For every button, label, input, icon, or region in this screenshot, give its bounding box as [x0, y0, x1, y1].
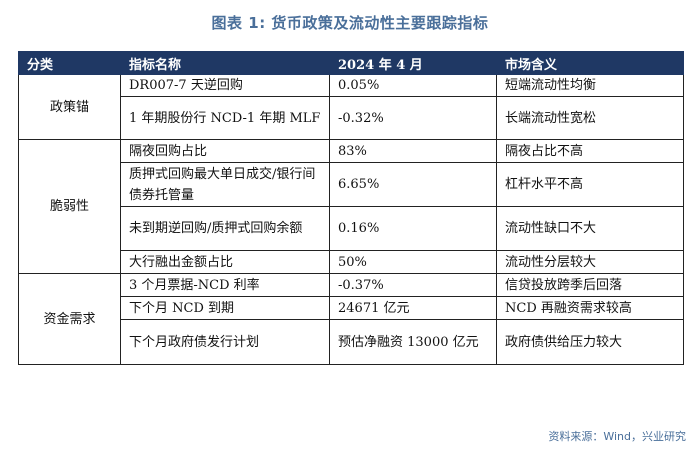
- header-indicator: 指标名称: [120, 51, 330, 75]
- indicator-cell: 质押式回购最大单日成交/银行间债券托管量: [120, 162, 330, 207]
- value-cell: 预估净融资 13000 亿元: [329, 319, 497, 365]
- header-period: 2024 年 4 月: [329, 51, 497, 75]
- meaning-cell: 政府债供给压力较大: [496, 319, 684, 365]
- meaning-cell: 长端流动性宽松: [496, 96, 684, 140]
- indicator-cell: 下个月政府债发行计划: [120, 319, 330, 365]
- header-row: 分类 指标名称 2024 年 4 月 市场含义: [18, 51, 684, 75]
- value-cell: 0.05%: [329, 74, 497, 97]
- indicator-cell: DR007-7 天逆回购: [120, 74, 330, 97]
- header-category: 分类: [18, 51, 121, 75]
- category-cell: 资金需求: [18, 273, 121, 365]
- table-row: 下个月政府债发行计划 预估净融资 13000 亿元 政府债供给压力较大: [19, 319, 684, 365]
- category-cell: 脆弱性: [18, 139, 121, 274]
- meaning-cell: 杠杆水平不高: [496, 162, 684, 207]
- indicator-cell: 下个月 NCD 到期: [120, 296, 330, 320]
- table-row: 大行融出金额占比 50% 流动性分层较大: [19, 250, 684, 274]
- meaning-cell: 信贷投放跨季后回落: [496, 273, 684, 297]
- indicator-cell: 隔夜回购占比: [120, 139, 330, 163]
- meaning-cell: 隔夜占比不高: [496, 139, 684, 163]
- value-cell: 6.65%: [329, 162, 497, 207]
- value-cell: -0.32%: [329, 96, 497, 140]
- figure-title: 图表 1: 货币政策及流动性主要跟踪指标: [211, 14, 489, 32]
- indicator-cell: 未到期逆回购/质押式回购余额: [120, 206, 330, 251]
- category-cell: 政策锚: [18, 74, 121, 140]
- header-meaning: 市场含义: [496, 51, 684, 75]
- value-cell: 83%: [329, 139, 497, 163]
- indicator-cell: 大行融出金额占比: [120, 250, 330, 274]
- meaning-cell: 流动性分层较大: [496, 250, 684, 274]
- table-row: 政策锚 DR007-7 天逆回购 0.05% 短端流动性均衡: [18, 74, 684, 140]
- table-row: 1 年期股份行 NCD-1 年期 MLF -0.32% 长端流动性宽松: [19, 96, 684, 140]
- value-cell: -0.37%: [329, 273, 497, 297]
- source-note: 资料来源：Wind，兴业研究: [548, 430, 686, 443]
- value-cell: 0.16%: [329, 206, 497, 251]
- value-cell: 24671 亿元: [329, 296, 497, 320]
- value-cell: 50%: [329, 250, 497, 274]
- table-row: 未到期逆回购/质押式回购余额 0.16% 流动性缺口不大: [19, 206, 684, 251]
- meaning-cell: 流动性缺口不大: [496, 206, 684, 251]
- indicator-table: 分类 指标名称 2024 年 4 月 市场含义 政策锚 DR007-7 天逆回购…: [18, 51, 684, 365]
- meaning-cell: NCD 再融资需求较高: [496, 296, 684, 320]
- table-row: 资金需求 3 个月票据-NCD 利率 -0.37% 信贷投放跨季后回落: [18, 273, 684, 365]
- table-row: 脆弱性 隔夜回购占比 83% 隔夜占比不高: [18, 139, 684, 274]
- indicator-cell: 1 年期股份行 NCD-1 年期 MLF: [120, 96, 330, 140]
- indicator-cell: 3 个月票据-NCD 利率: [120, 273, 330, 297]
- meaning-cell: 短端流动性均衡: [496, 74, 684, 97]
